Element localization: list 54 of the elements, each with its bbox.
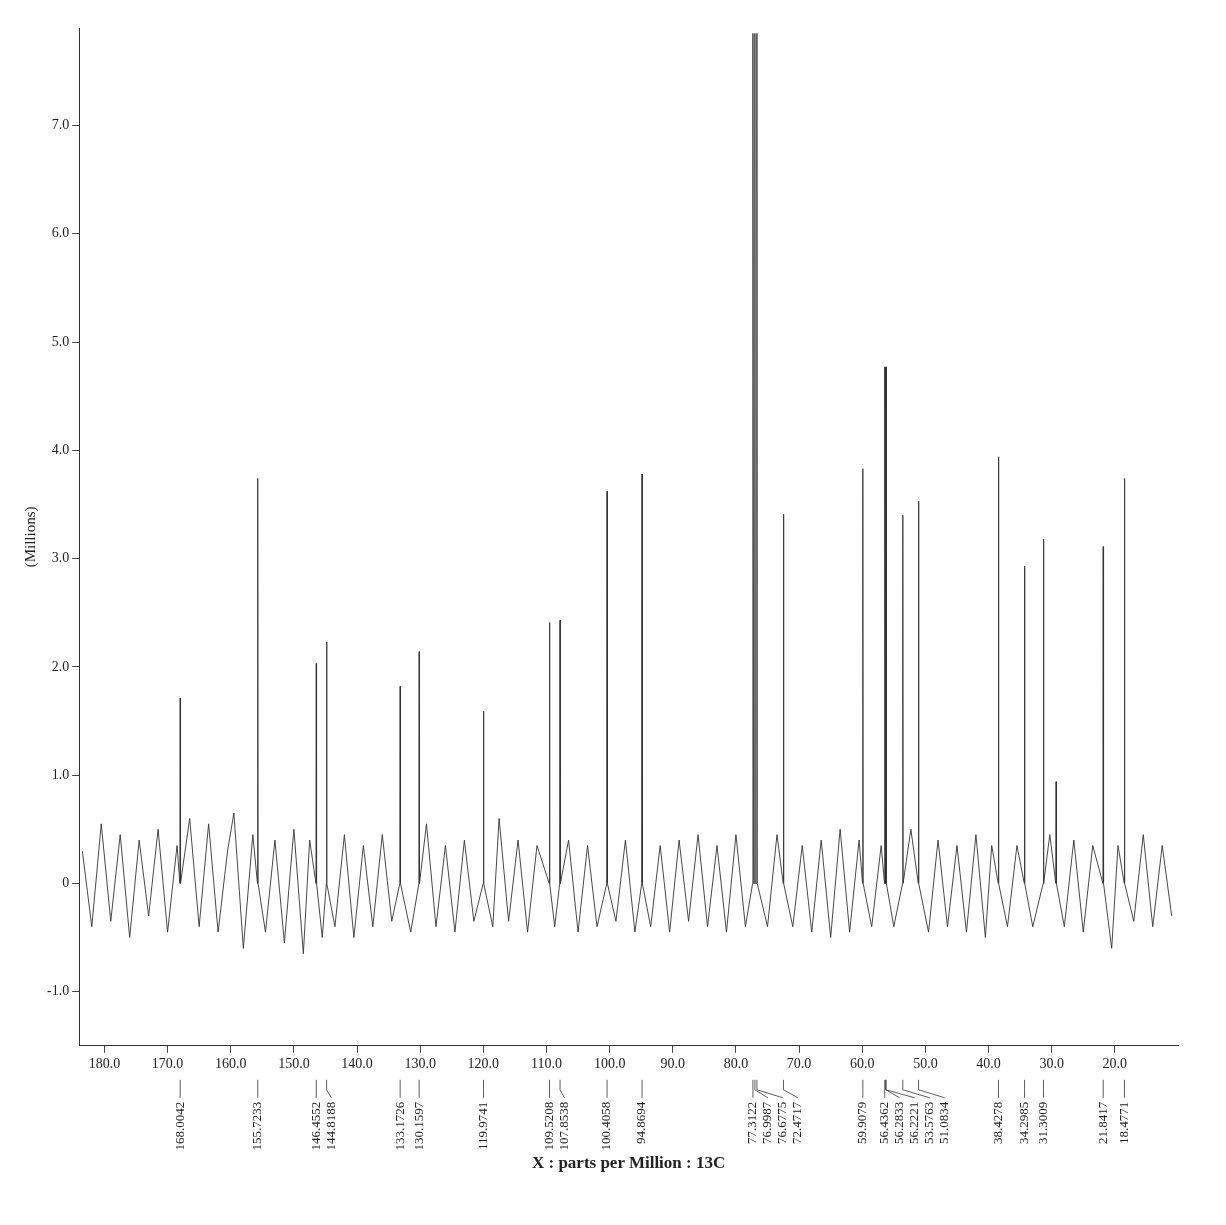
annotation: 34.2985 <box>1015 1101 1031 1145</box>
x-tick-label: 30.0 <box>1039 1055 1064 1071</box>
annotation: 144.8188 <box>322 1101 338 1151</box>
x-tick-label: 120.0 <box>467 1055 500 1071</box>
annotation: 76.6775 <box>774 1101 790 1145</box>
annotation: 119.9741 <box>474 1101 490 1151</box>
x-tick-label: 140.0 <box>341 1055 373 1071</box>
annotation: 146.4552 <box>307 1101 323 1151</box>
annotation: 56.2221 <box>906 1101 922 1145</box>
annotation: 130.1597 <box>410 1101 426 1151</box>
annotation: 107.8538 <box>555 1101 571 1151</box>
x-tick-label: 70.0 <box>786 1055 812 1071</box>
annotation: 21.8417 <box>1094 1101 1110 1145</box>
annotation: 51.0834 <box>936 1101 952 1145</box>
x-tick-label: 180.0 <box>88 1055 121 1071</box>
x-tick-label: 20.0 <box>1102 1055 1128 1071</box>
y-tick-label: 6.0 <box>51 225 70 241</box>
annotation: 56.2833 <box>891 1101 907 1145</box>
x-tick-label: 40.0 <box>976 1055 1001 1071</box>
annotation: 100.4058 <box>598 1101 614 1151</box>
x-tick-label: 110.0 <box>530 1055 562 1071</box>
annotation: 76.9987 <box>759 1101 775 1145</box>
x-tick-label: 160.0 <box>214 1055 247 1071</box>
annotation: 53.5763 <box>921 1101 937 1145</box>
y-tick-label: -1.0 <box>46 983 70 999</box>
y-tick-label: 7.0 <box>51 117 70 133</box>
annotation: 77.3122 <box>744 1101 760 1145</box>
y-tick-label: 2.0 <box>51 658 70 674</box>
y-tick-label: 5.0 <box>51 333 70 349</box>
annotation: 133.1726 <box>391 1101 407 1151</box>
y-tick-label: 4.0 <box>51 441 70 457</box>
y-tick-label: 1.0 <box>51 766 70 782</box>
x-tick-label: 100.0 <box>593 1055 626 1071</box>
x-tick-label: 60.0 <box>849 1055 875 1071</box>
annotation: 94.8694 <box>633 1101 649 1145</box>
x-axis-title: X : parts per Million : 13C <box>531 1153 726 1173</box>
x-tick-label: 90.0 <box>660 1055 686 1071</box>
x-tick-label: 130.0 <box>404 1055 436 1071</box>
annotation: 18.4771 <box>1115 1101 1131 1145</box>
x-tick-label: 80.0 <box>723 1055 749 1071</box>
x-tick-label: 150.0 <box>278 1055 310 1071</box>
annotation: 155.7233 <box>249 1101 265 1151</box>
annotation: 56.4362 <box>876 1101 892 1145</box>
y-tick-label: 0 <box>62 875 70 891</box>
annotation: 38.4278 <box>989 1101 1005 1145</box>
y-axis-title: (Millions) <box>21 506 39 568</box>
x-tick-label: 50.0 <box>913 1055 938 1071</box>
x-tick-label: 170.0 <box>151 1055 184 1071</box>
annotation: 31.3009 <box>1034 1101 1050 1145</box>
annotation: 72.4717 <box>789 1101 805 1145</box>
y-tick-label: 3.0 <box>51 550 70 566</box>
annotation: 168.0042 <box>171 1101 187 1151</box>
annotation: 59.9079 <box>854 1101 870 1145</box>
annotation: 109.5208 <box>540 1101 556 1151</box>
